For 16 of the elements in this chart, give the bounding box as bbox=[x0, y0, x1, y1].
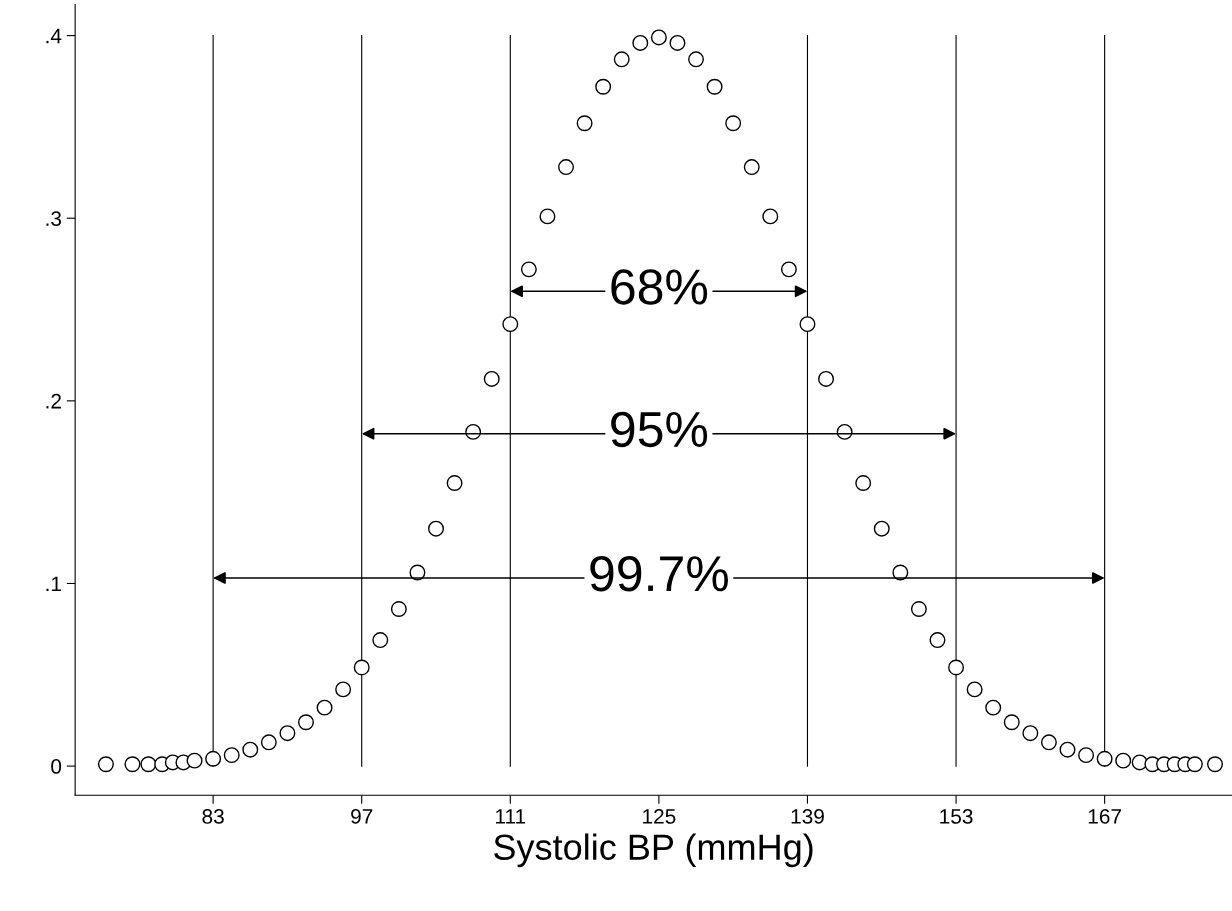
y-tick-label: 0 bbox=[51, 759, 62, 774]
x-tick-label: 139 bbox=[791, 809, 824, 824]
y-tick-label: .1 bbox=[46, 576, 61, 592]
x-tick-label: 167 bbox=[1088, 809, 1121, 824]
y-tick-label: .3 bbox=[46, 211, 62, 226]
y-tick-label: .2 bbox=[46, 393, 61, 409]
annotation: 95% bbox=[611, 411, 708, 448]
x-tick-label: 153 bbox=[940, 809, 973, 824]
x-tick-label: 125 bbox=[643, 809, 676, 824]
x-axis-title: Systolic BP (mmHg) bbox=[494, 833, 813, 868]
x-tick-label: 111 bbox=[496, 809, 526, 824]
annotation: 68% bbox=[611, 269, 708, 305]
annotation: 99.7% bbox=[590, 556, 728, 592]
y-tick-label: .4 bbox=[46, 28, 62, 44]
x-tick-label: 83 bbox=[202, 809, 224, 824]
x-tick-label: 97 bbox=[351, 809, 373, 824]
